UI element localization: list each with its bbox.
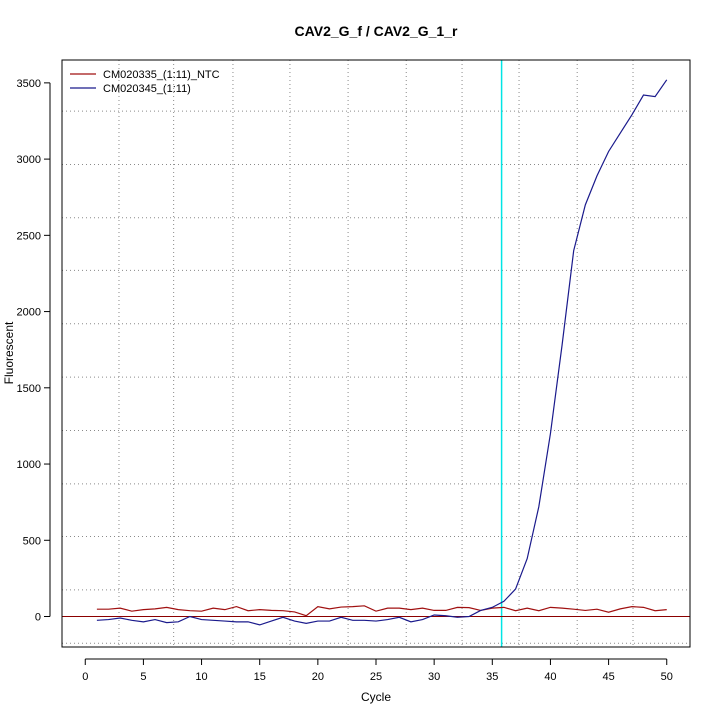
x-tick-label: 50 <box>661 671 673 683</box>
legend: CM020335_(1:11)_NTC CM020345_(1:11) <box>70 69 220 95</box>
grid-lines <box>62 60 690 647</box>
threshold-layer <box>62 60 690 647</box>
y-tick-label: 2000 <box>17 307 41 319</box>
x-tick-label: 15 <box>254 671 266 683</box>
series-layer <box>96 79 668 626</box>
x-tick-label: 40 <box>544 671 556 683</box>
x-tick-label: 45 <box>602 671 614 683</box>
y-tick-label: 1000 <box>17 459 41 471</box>
y-tick-label: 0 <box>35 612 41 624</box>
x-tick-label: 0 <box>82 671 88 683</box>
y-axis-label: Fluorescent <box>2 321 16 384</box>
series-line-1 <box>96 605 667 617</box>
y-tick-label: 1500 <box>17 383 41 395</box>
x-axis-label: Cycle <box>361 690 391 704</box>
chart-title: CAV2_G_f / CAV2_G_1_r <box>295 23 458 39</box>
axes: 0 5 10 15 20 25 30 35 40 45 5005001000150020002500… <box>17 78 673 683</box>
x-tick-label: 20 <box>312 671 324 683</box>
y-tick-label: 3500 <box>17 78 41 90</box>
series-line-2 <box>96 79 668 626</box>
x-tick-label: 5 <box>140 671 146 683</box>
legend-label-1: CM020335_(1:11)_NTC <box>103 69 220 81</box>
legend-label-2: CM020345_(1:11) <box>103 83 191 95</box>
y-tick-label: 2500 <box>17 230 41 242</box>
x-tick-label: 25 <box>370 671 382 683</box>
plot-area-border <box>61 59 691 648</box>
y-tick-label: 500 <box>23 535 41 547</box>
x-tick-label: 30 <box>428 671 440 683</box>
x-tick-label: 10 <box>195 671 207 683</box>
x-tick-label: 35 <box>486 671 498 683</box>
y-tick-label: 3000 <box>17 154 41 166</box>
